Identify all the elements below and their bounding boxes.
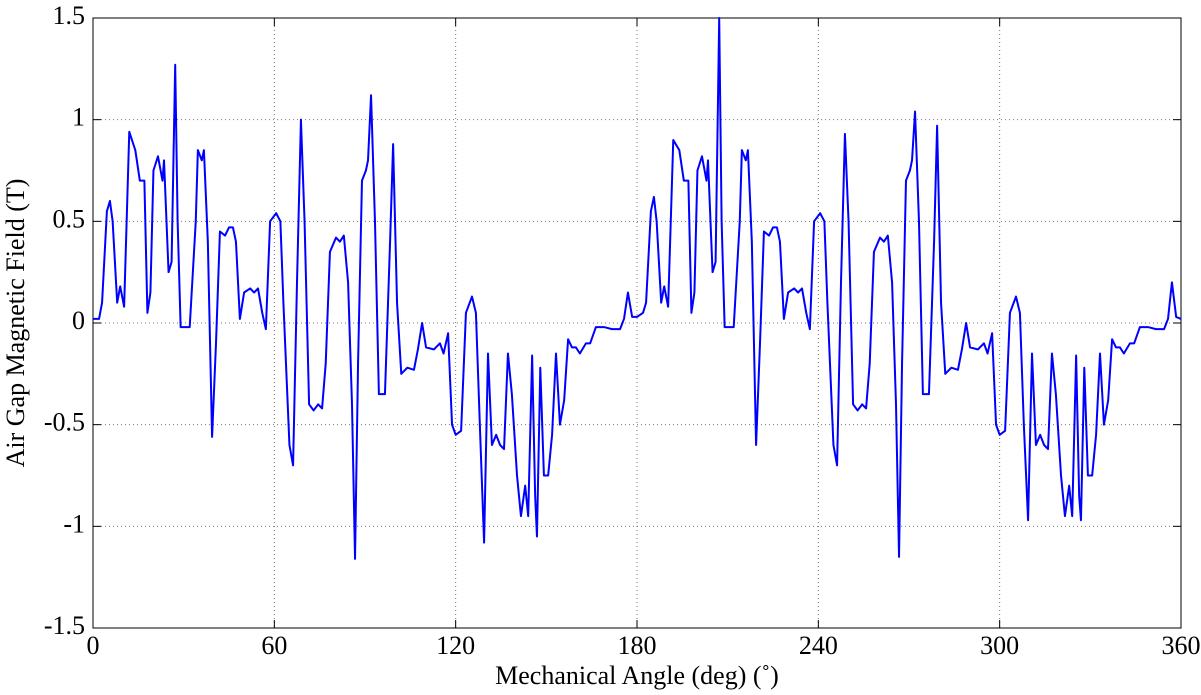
x-tick-label: 360 [1162,631,1201,660]
x-tick-label: 300 [980,631,1019,660]
x-tick-label: 180 [618,631,657,660]
y-tick-label: -1.5 [44,611,85,640]
x-tick-label: 60 [261,631,287,660]
plot-frame [92,17,1182,629]
x-tick-label: 0 [87,631,100,660]
y-tick-label: 0.5 [53,204,86,233]
y-tick-label: 1.5 [53,1,86,30]
x-tick-label: 240 [799,631,838,660]
y-tick-label: -0.5 [44,408,85,437]
data-line [93,17,1182,560]
x-tick-label: 120 [436,631,475,660]
y-tick-label: 0 [72,306,85,335]
y-tick-label: -1 [63,509,85,538]
y-tick-label: 1 [72,103,85,132]
y-axis-label: Air Gap Magnetic Field (T) [1,179,30,468]
x-axis-label: Mechanical Angle (deg) (˚) [495,661,779,690]
